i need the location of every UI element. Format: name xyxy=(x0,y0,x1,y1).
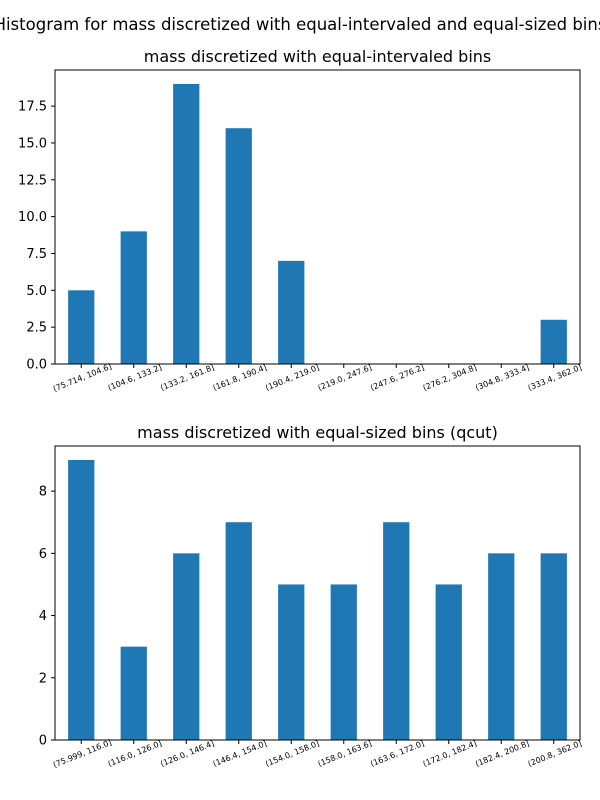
x-tick-label: (247.6, 276.2] xyxy=(369,363,425,393)
axes-frame xyxy=(54,445,581,741)
x-tick-label: (75.714, 104.6] xyxy=(52,362,113,394)
bar-4 xyxy=(278,584,305,740)
y-tick-label: 0 xyxy=(39,734,47,749)
x-tick-label: (104.6, 133.2] xyxy=(107,363,163,393)
bar-5 xyxy=(330,584,357,740)
chart-equal-interval-bins: mass discretized with equal-intervaled b… xyxy=(18,47,583,394)
plot-area: 0 2 4 6 8 (75.999, 116.0](116.0, 126.0](126.0… xyxy=(39,445,583,770)
chart-equal-sized-bins: mass discretized with equal-sized bins (… xyxy=(39,423,583,770)
y-tick-label: 0.0 xyxy=(26,358,47,373)
figure-title: Histogram for mass discretized with equa… xyxy=(0,15,600,34)
chart-title: mass discretized with equal-intervaled b… xyxy=(144,47,492,66)
y-tick-label: 6 xyxy=(39,547,47,562)
y-tick-label: 12.5 xyxy=(18,173,47,188)
x-tick-label: (190.4, 219.0] xyxy=(264,363,320,393)
y-tick-label: 2 xyxy=(39,671,47,686)
bar-9 xyxy=(540,319,567,364)
y-tick-label: 5.0 xyxy=(26,284,47,299)
x-tick-label: (146.4, 154.0] xyxy=(212,739,268,769)
x-tick-label: (75.999, 116.0] xyxy=(52,738,113,770)
bar-7 xyxy=(435,584,462,740)
bar-1 xyxy=(120,231,147,364)
x-tick-label: (133.2, 161.8] xyxy=(159,363,215,393)
y-tick-label: 8 xyxy=(39,485,47,500)
x-tick-label: (304.8, 333.4] xyxy=(474,363,530,393)
bar-4 xyxy=(278,260,305,364)
bar-1 xyxy=(120,646,147,740)
bar-9 xyxy=(540,553,567,740)
y-tick-label: 4 xyxy=(39,609,47,624)
bar-6 xyxy=(383,522,410,740)
x-tick-label: (163.6, 172.0] xyxy=(369,739,425,769)
y-tick-label: 15.0 xyxy=(18,136,47,151)
bar-2 xyxy=(173,84,200,364)
chart-title: mass discretized with equal-sized bins (… xyxy=(137,423,498,442)
x-tick-label: (161.8, 190.4] xyxy=(212,363,268,393)
y-tick-label: 17.5 xyxy=(18,100,47,115)
y-tick-label: 7.5 xyxy=(26,247,47,262)
x-tick-label: (219.0, 247.6] xyxy=(317,363,373,393)
y-tick-label: 10.0 xyxy=(18,210,47,225)
x-tick-label: (200.8, 362.0] xyxy=(527,739,583,769)
x-tick-label: (154.0, 158.0] xyxy=(264,739,320,769)
x-tick-label: (116.0, 126.0] xyxy=(107,739,163,769)
y-tick-label: 2.5 xyxy=(26,321,47,336)
x-tick-label: (158.0, 163.6] xyxy=(317,739,373,769)
x-tick-label: (126.0, 146.4] xyxy=(159,739,215,769)
bar-8 xyxy=(488,553,515,740)
plot-area: 0.0 2.5 5.0 7.5 10.0 12.5 15.0 17.5 (75.714, 104… xyxy=(18,69,583,394)
bar-0 xyxy=(68,460,95,740)
x-tick-label: (182.4, 200.8] xyxy=(474,739,530,769)
axes-frame xyxy=(54,69,581,365)
bar-0 xyxy=(68,290,95,364)
bar-3 xyxy=(225,128,252,364)
x-tick-label: (276.2, 304.8] xyxy=(422,363,478,393)
bar-2 xyxy=(173,553,200,740)
x-tick-label: (333.4, 362.0] xyxy=(527,363,583,393)
x-tick-label: (172.0, 182.4] xyxy=(422,739,478,769)
bar-3 xyxy=(225,522,252,740)
